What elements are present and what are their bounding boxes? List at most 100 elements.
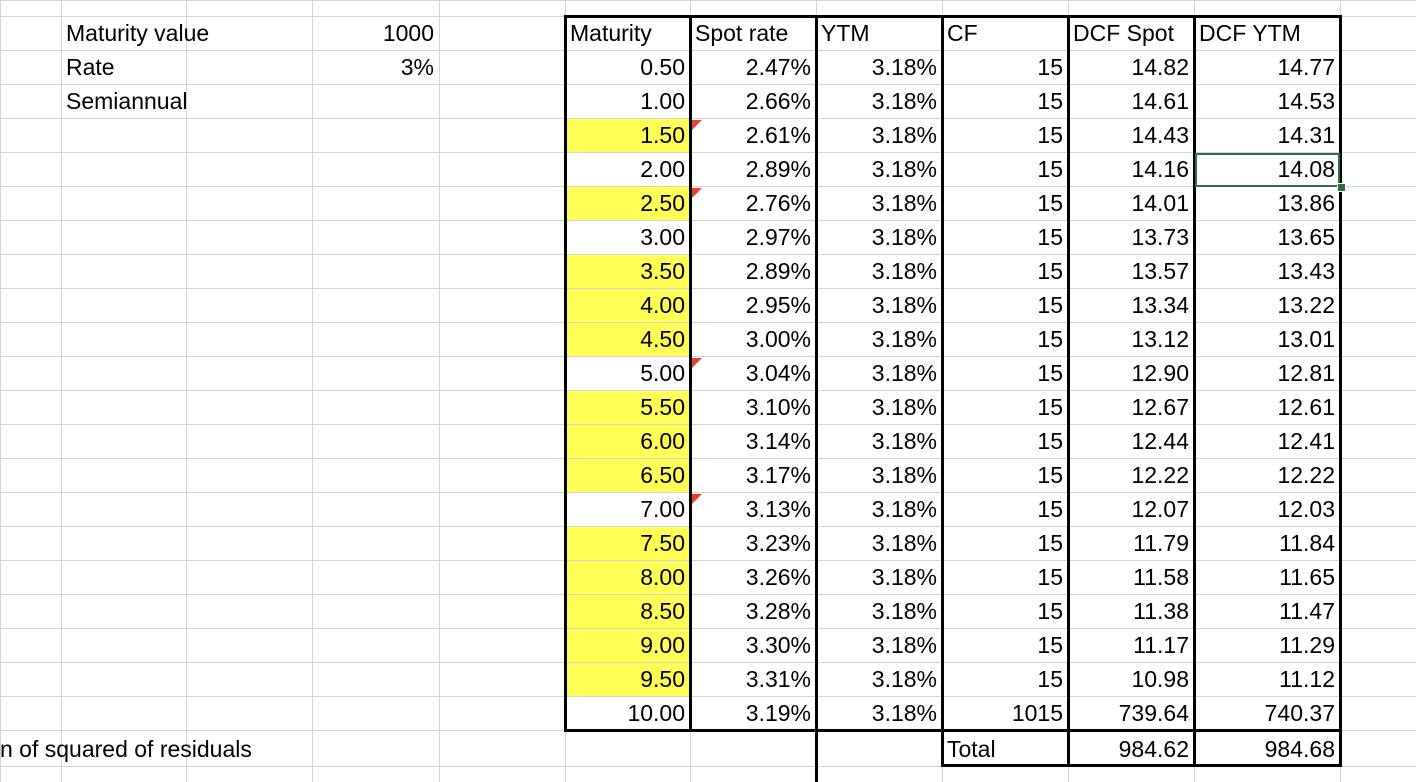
cell-dcf-spot[interactable]: 13.34 xyxy=(1131,292,1189,318)
maturity-value-label[interactable]: Maturity value xyxy=(66,20,210,46)
cell-cf[interactable]: 15 xyxy=(1037,360,1063,386)
cell-dcf-ytm[interactable]: 14.53 xyxy=(1277,88,1335,114)
cell-cf[interactable]: 15 xyxy=(1037,394,1063,420)
cell-dcf-spot[interactable]: 10.98 xyxy=(1131,666,1189,692)
cell-dcf-ytm[interactable]: 740.37 xyxy=(1264,700,1335,726)
cell-cf[interactable]: 15 xyxy=(1037,564,1063,590)
cell-dcf-ytm[interactable]: 12.41 xyxy=(1277,428,1335,454)
cell-dcf-spot[interactable]: 739.64 xyxy=(1118,700,1189,726)
cell-dcf-spot[interactable]: 14.61 xyxy=(1131,88,1189,114)
cell-cf[interactable]: 15 xyxy=(1037,190,1063,216)
cell-spot-rate[interactable]: 2.95% xyxy=(745,292,811,318)
cell-cf[interactable]: 15 xyxy=(1037,496,1063,522)
frequency-label[interactable]: Semiannual xyxy=(66,88,188,114)
cell-maturity[interactable]: 4.50 xyxy=(640,326,685,352)
cell-dcf-spot[interactable]: 12.90 xyxy=(1131,360,1189,386)
header-maturity[interactable]: Maturity xyxy=(570,20,652,46)
cell-maturity[interactable]: 8.50 xyxy=(640,598,685,624)
cell-cf[interactable]: 15 xyxy=(1037,224,1063,250)
cell-maturity[interactable]: 8.00 xyxy=(640,564,685,590)
cell-dcf-ytm[interactable]: 14.77 xyxy=(1277,54,1335,80)
cell-ytm[interactable]: 3.18% xyxy=(871,598,937,624)
cell-dcf-ytm[interactable]: 14.08 xyxy=(1277,156,1335,182)
cell-dcf-ytm[interactable]: 13.86 xyxy=(1277,190,1335,216)
cell-maturity[interactable]: 9.50 xyxy=(640,666,685,692)
cell-dcf-spot[interactable]: 13.73 xyxy=(1131,224,1189,250)
cell-cf[interactable]: 1015 xyxy=(1011,700,1063,726)
rate-value[interactable]: 3% xyxy=(400,54,434,80)
header-dcf-ytm[interactable]: DCF YTM xyxy=(1199,20,1301,46)
cell-ytm[interactable]: 3.18% xyxy=(871,224,937,250)
cell-spot-rate[interactable]: 3.13% xyxy=(745,496,811,522)
fill-handle[interactable] xyxy=(1337,183,1346,192)
header-dcf-spot[interactable]: DCF Spot xyxy=(1073,20,1174,46)
cell-spot-rate[interactable]: 3.31% xyxy=(745,666,811,692)
comment-indicator-icon[interactable] xyxy=(692,188,702,198)
cell-dcf-ytm[interactable]: 11.12 xyxy=(1279,666,1335,692)
cell-cf[interactable]: 15 xyxy=(1037,598,1063,624)
cell-ytm[interactable]: 3.18% xyxy=(871,394,937,420)
cell-spot-rate[interactable]: 2.76% xyxy=(745,190,811,216)
cell-cf[interactable]: 15 xyxy=(1037,88,1063,114)
cell-dcf-spot[interactable]: 11.38 xyxy=(1133,598,1189,624)
total-dcf-ytm[interactable]: 984.68 xyxy=(1264,736,1335,762)
cell-ytm[interactable]: 3.18% xyxy=(871,496,937,522)
cell-dcf-spot[interactable]: 14.82 xyxy=(1131,54,1189,80)
cell-ytm[interactable]: 3.18% xyxy=(871,360,937,386)
cell-maturity[interactable]: 1.00 xyxy=(640,88,685,114)
cell-dcf-ytm[interactable]: 11.29 xyxy=(1279,632,1335,658)
cell-spot-rate[interactable]: 2.47% xyxy=(745,54,811,80)
cell-ytm[interactable]: 3.18% xyxy=(871,122,937,148)
cell-spot-rate[interactable]: 2.66% xyxy=(745,88,811,114)
cell-ytm[interactable]: 3.18% xyxy=(871,462,937,488)
cell-cf[interactable]: 15 xyxy=(1037,428,1063,454)
cell-dcf-ytm[interactable]: 12.03 xyxy=(1277,496,1335,522)
cell-spot-rate[interactable]: 3.28% xyxy=(745,598,811,624)
cell-dcf-spot[interactable]: 12.67 xyxy=(1131,394,1189,420)
cell-cf[interactable]: 15 xyxy=(1037,122,1063,148)
cell-spot-rate[interactable]: 3.26% xyxy=(745,564,811,590)
cell-maturity[interactable]: 5.00 xyxy=(640,360,685,386)
cell-dcf-ytm[interactable]: 11.47 xyxy=(1279,598,1335,624)
cell-cf[interactable]: 15 xyxy=(1037,54,1063,80)
cell-spot-rate[interactable]: 3.00% xyxy=(745,326,811,352)
total-dcf-spot[interactable]: 984.62 xyxy=(1118,736,1189,762)
cell-maturity[interactable]: 0.50 xyxy=(640,54,685,80)
cell-maturity[interactable]: 2.50 xyxy=(640,190,685,216)
residuals-label[interactable]: n of squared of residuals xyxy=(0,736,252,762)
cell-cf[interactable]: 15 xyxy=(1037,258,1063,284)
cell-dcf-spot[interactable]: 13.57 xyxy=(1131,258,1189,284)
cell-dcf-spot[interactable]: 11.17 xyxy=(1133,632,1189,658)
header-cf[interactable]: CF xyxy=(947,20,978,46)
comment-indicator-icon[interactable] xyxy=(692,494,702,504)
cell-dcf-ytm[interactable]: 13.22 xyxy=(1277,292,1335,318)
cell-dcf-ytm[interactable]: 12.81 xyxy=(1277,360,1335,386)
cell-dcf-spot[interactable]: 11.79 xyxy=(1133,530,1189,556)
cell-dcf-ytm[interactable]: 13.43 xyxy=(1277,258,1335,284)
cell-ytm[interactable]: 3.18% xyxy=(871,326,937,352)
cell-spot-rate[interactable]: 2.89% xyxy=(745,258,811,284)
cell-ytm[interactable]: 3.18% xyxy=(871,530,937,556)
cell-maturity[interactable]: 2.00 xyxy=(640,156,685,182)
cell-dcf-spot[interactable]: 11.58 xyxy=(1133,564,1189,590)
cell-ytm[interactable]: 3.18% xyxy=(871,666,937,692)
cell-dcf-spot[interactable]: 12.44 xyxy=(1131,428,1189,454)
cell-cf[interactable]: 15 xyxy=(1037,632,1063,658)
rate-label[interactable]: Rate xyxy=(66,54,115,80)
cell-maturity[interactable]: 10.00 xyxy=(627,700,685,726)
cell-dcf-spot[interactable]: 14.16 xyxy=(1131,156,1189,182)
cell-dcf-ytm[interactable]: 12.22 xyxy=(1277,462,1335,488)
cell-ytm[interactable]: 3.18% xyxy=(871,700,937,726)
cell-dcf-spot[interactable]: 14.43 xyxy=(1131,122,1189,148)
cell-cf[interactable]: 15 xyxy=(1037,156,1063,182)
cell-dcf-ytm[interactable]: 13.01 xyxy=(1277,326,1335,352)
cell-dcf-ytm[interactable]: 13.65 xyxy=(1277,224,1335,250)
cell-spot-rate[interactable]: 3.30% xyxy=(745,632,811,658)
cell-spot-rate[interactable]: 3.17% xyxy=(745,462,811,488)
cell-spot-rate[interactable]: 2.89% xyxy=(745,156,811,182)
cell-spot-rate[interactable]: 3.23% xyxy=(745,530,811,556)
cell-maturity[interactable]: 5.50 xyxy=(640,394,685,420)
maturity-value[interactable]: 1000 xyxy=(382,20,434,46)
cell-spot-rate[interactable]: 2.61% xyxy=(745,122,811,148)
